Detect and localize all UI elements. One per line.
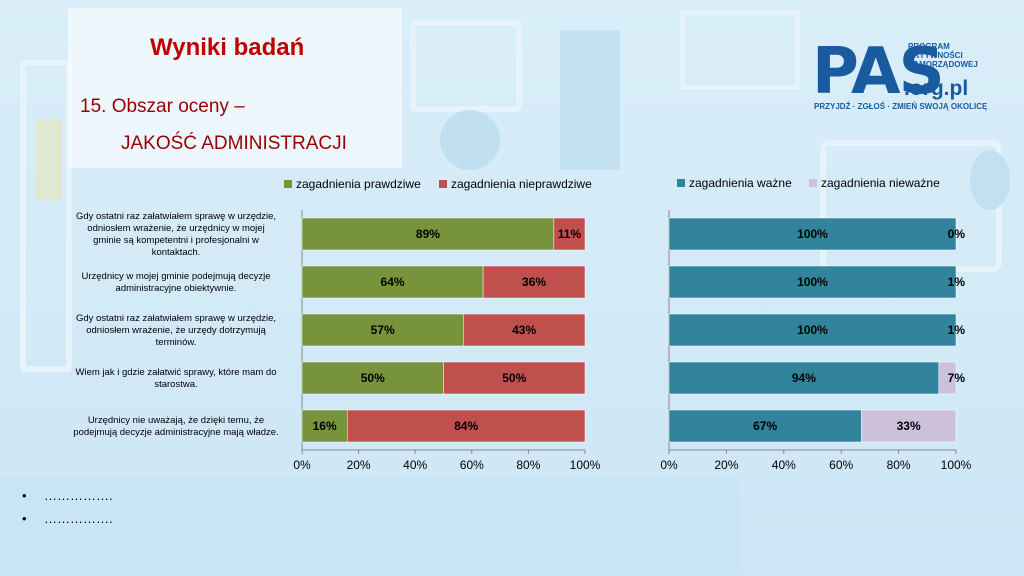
logo-domain-text: .org.pl bbox=[904, 77, 969, 100]
category-label: odniosłem wrażenie, że urzędnicy w mojej bbox=[87, 223, 264, 234]
x-tick-label: 100% bbox=[941, 458, 972, 472]
category-label: Gdy ostatni raz załatwiałem sprawę w urz… bbox=[76, 211, 276, 222]
legend-swatch bbox=[284, 180, 292, 188]
pas-logo: PAS PROGRAM AKTYWNOŚCI SAMORZĄDOWEJ .org… bbox=[812, 35, 987, 120]
data-label: 94% bbox=[792, 371, 816, 385]
category-label: odniosłem wrażenie, że urzędy dotrzymują bbox=[86, 325, 266, 336]
category-label: starostwa. bbox=[154, 379, 197, 390]
legend-label: zagadnienia ważne bbox=[689, 176, 792, 190]
bar-segment bbox=[938, 361, 957, 395]
section-number: 15. Obszar oceny – bbox=[80, 96, 245, 117]
data-label: 50% bbox=[502, 371, 526, 385]
data-label: 57% bbox=[371, 323, 395, 337]
data-label: 1% bbox=[948, 275, 966, 289]
legend-swatch bbox=[677, 179, 685, 187]
data-label: 89% bbox=[416, 227, 440, 241]
x-tick-label: 40% bbox=[772, 458, 796, 472]
title-panel bbox=[68, 8, 402, 168]
x-tick-label: 80% bbox=[887, 458, 911, 472]
x-tick-label: 40% bbox=[403, 458, 427, 472]
bullet-item: ……………. bbox=[22, 488, 113, 511]
data-label: 50% bbox=[361, 371, 385, 385]
bar-segment bbox=[553, 217, 586, 251]
bar-segment bbox=[668, 409, 862, 443]
category-label: Urzędnicy nie uważają, że dzięki temu, ż… bbox=[88, 415, 264, 426]
legend-label: zagadnienia nieprawdziwe bbox=[451, 177, 592, 191]
x-tick-label: 20% bbox=[347, 458, 371, 472]
bullet-item: ……………. bbox=[22, 511, 113, 534]
bar-segment bbox=[861, 409, 957, 443]
data-label: 64% bbox=[381, 275, 405, 289]
legend-label: zagadnienia prawdziwe bbox=[296, 177, 421, 191]
category-label: administracyjne obiektywnie. bbox=[116, 283, 237, 294]
bar-segment bbox=[301, 265, 484, 299]
logo-tagline: PRZYJDŹ · ZGŁOŚ · ZMIEŃ SWOJĄ OKOLICĘ bbox=[814, 102, 988, 111]
category-label: kontaktach. bbox=[152, 247, 201, 258]
bar-segment bbox=[668, 217, 957, 251]
bar-segment bbox=[301, 409, 348, 443]
data-label: 100% bbox=[797, 227, 828, 241]
bar-segment bbox=[301, 313, 464, 347]
category-label: terminów. bbox=[156, 337, 197, 348]
page-title: Wyniki badań bbox=[150, 34, 305, 61]
data-label: 33% bbox=[897, 419, 921, 433]
data-label: 67% bbox=[753, 419, 777, 433]
data-label: 100% bbox=[797, 275, 828, 289]
data-label: 16% bbox=[313, 419, 337, 433]
x-tick-label: 60% bbox=[829, 458, 853, 472]
data-label: 0% bbox=[948, 227, 966, 241]
x-tick-label: 20% bbox=[714, 458, 738, 472]
section-title: JAKOŚĆ ADMINISTRACJI bbox=[121, 133, 347, 154]
x-tick-label: 80% bbox=[516, 458, 540, 472]
data-label: 11% bbox=[558, 227, 582, 241]
data-label: 36% bbox=[522, 275, 546, 289]
bar-segment bbox=[463, 313, 586, 347]
lower-panel bbox=[0, 476, 740, 576]
x-tick-label: 60% bbox=[460, 458, 484, 472]
category-label: Gdy ostatni raz załatwiałem sprawę w urz… bbox=[76, 313, 276, 324]
bar-segment bbox=[668, 265, 957, 299]
logo-main-text: PAS bbox=[812, 35, 945, 109]
bar-segment bbox=[482, 265, 586, 299]
logo-program-text: PROGRAM AKTYWNOŚCI SAMORZĄDOWEJ bbox=[908, 42, 978, 69]
legend-label: zagadnienia nieważne bbox=[821, 176, 940, 190]
category-label: Urzędnicy w mojej gminie podejmują decyz… bbox=[81, 271, 270, 282]
bar-segment bbox=[301, 217, 555, 251]
category-label: podejmują decyzje administracyjne mają w… bbox=[73, 427, 278, 438]
data-label: 7% bbox=[948, 371, 966, 385]
category-label: gminie są kompetentni i profesjonalni w bbox=[93, 235, 259, 246]
legend-swatch bbox=[439, 180, 447, 188]
bar-segment bbox=[668, 361, 940, 395]
x-tick-label: 0% bbox=[293, 458, 311, 472]
bar-segment bbox=[443, 361, 586, 395]
data-label: 1% bbox=[948, 323, 966, 337]
data-label: 84% bbox=[454, 419, 478, 433]
x-tick-label: 100% bbox=[570, 458, 601, 472]
legend-swatch bbox=[809, 179, 817, 187]
bar-segment bbox=[347, 409, 586, 443]
x-tick-label: 0% bbox=[660, 458, 678, 472]
bar-segment bbox=[301, 361, 444, 395]
data-label: 43% bbox=[512, 323, 536, 337]
bullet-list: ……………. ……………. bbox=[22, 488, 113, 534]
data-label: 100% bbox=[797, 323, 828, 337]
category-label: Wiem jak i gdzie załatwić sprawy, które … bbox=[76, 367, 277, 378]
bar-segment bbox=[668, 313, 957, 347]
